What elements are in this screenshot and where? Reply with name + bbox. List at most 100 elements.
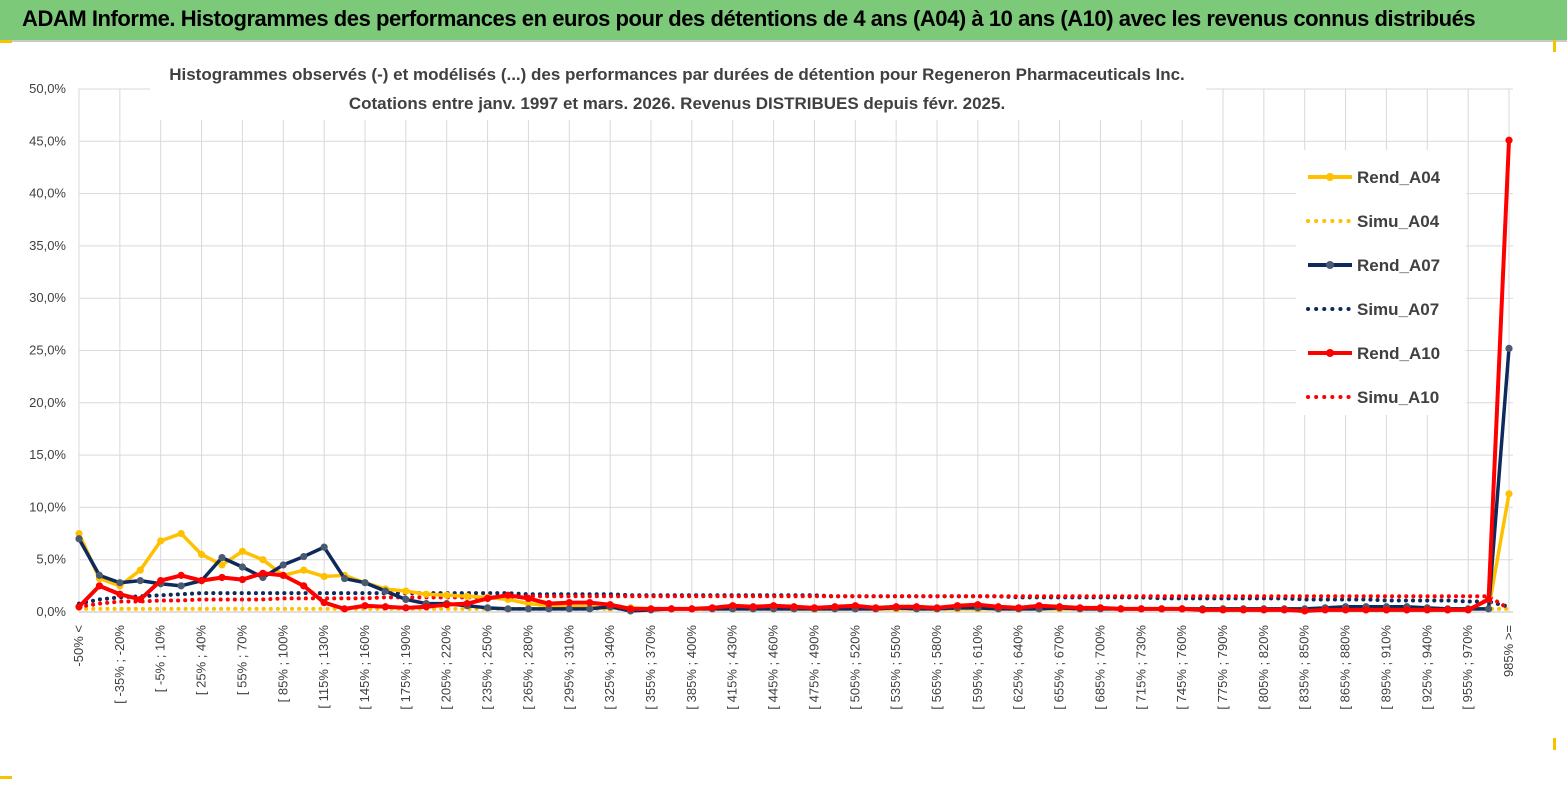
y-tick-label: 30,0% bbox=[29, 290, 66, 305]
data-point bbox=[1117, 605, 1125, 613]
legend-label: Rend_A04 bbox=[1357, 168, 1441, 187]
data-point bbox=[422, 603, 430, 611]
data-point bbox=[463, 600, 471, 608]
corner-mark-bottom-left bbox=[0, 776, 12, 779]
data-point bbox=[769, 602, 778, 610]
data-point bbox=[626, 605, 635, 613]
data-point bbox=[1301, 607, 1309, 615]
gridlines bbox=[78, 88, 1513, 613]
data-point bbox=[381, 603, 390, 611]
y-tick-label: 45,0% bbox=[29, 133, 66, 148]
data-point bbox=[197, 550, 206, 559]
data-point bbox=[586, 605, 594, 613]
data-point bbox=[1505, 136, 1513, 144]
data-point bbox=[1280, 606, 1288, 614]
legend-label: Rend_A10 bbox=[1357, 344, 1440, 363]
x-tick-label: [ 55% ; 70% bbox=[234, 625, 249, 696]
y-axis-ticks: 0,0% 5,0% 10,0% 15,0% 20,0% 25,0% 30,0% 35,0% 40… bbox=[29, 81, 66, 619]
series-lines bbox=[75, 136, 1513, 615]
series-line-rend_a04 bbox=[77, 493, 1511, 611]
data-point bbox=[300, 552, 308, 561]
data-point bbox=[524, 605, 533, 613]
data-point bbox=[1464, 606, 1472, 614]
data-point bbox=[1219, 606, 1227, 614]
data-point bbox=[1505, 344, 1513, 353]
data-point bbox=[75, 603, 83, 611]
data-point bbox=[157, 577, 165, 585]
data-point bbox=[95, 571, 104, 579]
data-point bbox=[810, 604, 819, 612]
x-tick-label: -50% < bbox=[71, 625, 86, 667]
data-point bbox=[749, 603, 757, 611]
data-point bbox=[974, 601, 982, 609]
data-point bbox=[218, 573, 226, 582]
data-point bbox=[75, 529, 83, 538]
data-point bbox=[238, 547, 247, 555]
data-point bbox=[238, 563, 247, 571]
y-tick-label: 0,0% bbox=[36, 604, 66, 619]
data-point bbox=[381, 587, 390, 595]
data-point bbox=[340, 605, 349, 613]
data-point bbox=[688, 605, 696, 613]
data-point bbox=[1096, 604, 1105, 612]
x-tick-label: [ 175% ; 190% bbox=[398, 625, 413, 710]
x-tick-label: [ 805% ; 820% bbox=[1256, 625, 1271, 710]
data-point bbox=[218, 554, 226, 562]
title-background bbox=[150, 58, 1206, 120]
y-tick-label: 35,0% bbox=[29, 238, 66, 253]
data-point bbox=[259, 569, 267, 577]
x-tick-label: [ 835% ; 850% bbox=[1297, 625, 1312, 710]
data-point bbox=[116, 590, 124, 598]
data-point bbox=[75, 535, 83, 543]
data-point bbox=[218, 561, 226, 569]
data-point bbox=[177, 571, 185, 579]
data-point bbox=[1423, 606, 1431, 614]
data-point bbox=[953, 602, 962, 610]
data-point bbox=[300, 566, 308, 574]
data-point bbox=[1484, 605, 1493, 613]
legend-marker bbox=[1326, 261, 1334, 269]
x-tick-label: [ 895% ; 910% bbox=[1378, 625, 1393, 710]
x-axis-ticks: -50% < [ -35% ; -20% [ -5% ; 10% [ 25% ; 40… bbox=[71, 625, 1516, 710]
data-point bbox=[851, 602, 859, 610]
data-point bbox=[1015, 604, 1023, 612]
data-point bbox=[831, 603, 839, 611]
y-tick-label: 50,0% bbox=[29, 81, 66, 96]
x-tick-label: [ 25% ; 40% bbox=[194, 625, 209, 696]
data-point bbox=[524, 600, 533, 608]
data-point bbox=[259, 556, 267, 564]
legend-marker bbox=[1326, 349, 1334, 357]
legend: Rend_A04 Simu_A04 Rend_A07 Simu_A07 Rend_A10… bbox=[1296, 150, 1466, 415]
x-tick-label: [ 595% ; 610% bbox=[970, 625, 985, 710]
data-point bbox=[1076, 604, 1084, 612]
chart-title: Histogrammes observés (-) et modélisés (… bbox=[169, 65, 1185, 84]
data-point bbox=[136, 577, 144, 585]
corner-mark-top-left bbox=[0, 40, 12, 43]
data-point bbox=[320, 543, 328, 551]
data-point bbox=[1382, 606, 1391, 614]
legend-label: Simu_A07 bbox=[1357, 300, 1439, 319]
series-line-rend_a10 bbox=[77, 140, 1511, 613]
x-tick-label: [ 715% ; 730% bbox=[1133, 625, 1148, 710]
x-tick-label: [ 655% ; 670% bbox=[1052, 625, 1067, 710]
corner-mark-bottom-right bbox=[1553, 738, 1556, 750]
legend-background bbox=[1296, 150, 1466, 415]
x-tick-label: [ 565% ; 580% bbox=[929, 625, 944, 710]
x-tick-label: [ 205% ; 220% bbox=[439, 625, 454, 710]
data-point bbox=[933, 604, 941, 612]
data-point bbox=[402, 587, 410, 595]
data-point bbox=[361, 579, 369, 587]
data-point bbox=[1035, 602, 1043, 610]
data-point bbox=[504, 605, 512, 613]
x-tick-label: [ 865% ; 880% bbox=[1338, 625, 1353, 710]
data-point bbox=[872, 604, 880, 612]
data-point bbox=[545, 600, 553, 608]
data-point bbox=[95, 582, 104, 590]
x-tick-label: [ 775% ; 790% bbox=[1215, 625, 1230, 710]
data-point bbox=[443, 591, 451, 599]
data-point bbox=[1198, 606, 1207, 614]
corner-mark-top-right bbox=[1553, 40, 1556, 52]
data-point bbox=[1484, 595, 1493, 604]
data-point bbox=[443, 601, 451, 609]
